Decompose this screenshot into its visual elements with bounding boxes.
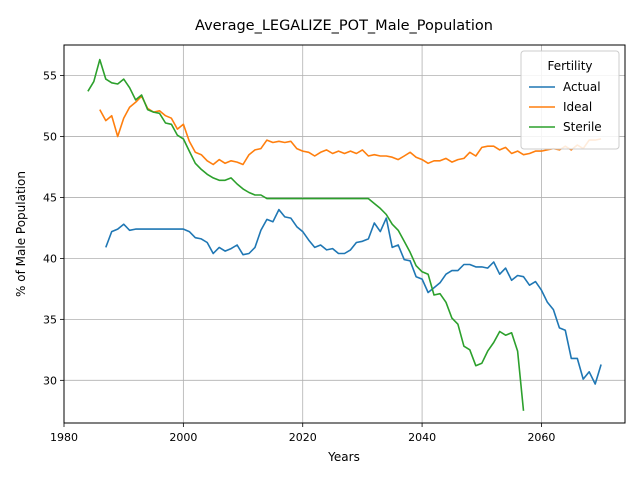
x-tick-label: 2020 (289, 431, 317, 444)
series-line-sterile (87, 58, 525, 411)
x-tick-label: 2060 (527, 431, 555, 444)
y-tick-label: 50 (43, 130, 57, 143)
series-line-ideal (99, 95, 602, 166)
series-line-actual (105, 208, 602, 385)
legend: Fertility Actual Ideal Sterile (520, 50, 620, 150)
legend-label-ideal: Ideal (563, 100, 592, 114)
plot-frame (63, 44, 626, 424)
x-tick-label: 2040 (408, 431, 436, 444)
legend-label-actual: Actual (563, 80, 601, 94)
y-axis-label: % of Male Population (14, 171, 28, 297)
y-tick-label: 40 (43, 252, 57, 265)
y-tick-label: 35 (43, 313, 57, 326)
y-tick-label: 30 (43, 374, 57, 387)
legend-title: Fertility (547, 59, 592, 73)
chart-title: Average_LEGALIZE_POT_Male_Population (195, 18, 493, 34)
legend-box (520, 50, 620, 150)
y-tick-label: 55 (43, 69, 57, 82)
legend-label-sterile: Sterile (563, 120, 602, 134)
x-axis-label: Years (327, 450, 360, 464)
x-tick-label: 2000 (169, 431, 197, 444)
axis-ticks: 1980 2000 2020 2040 2060 30 35 40 45 50 55 (43, 69, 555, 444)
x-tick-label: 1980 (50, 431, 78, 444)
series-layer (87, 58, 602, 411)
y-tick-label: 45 (43, 191, 57, 204)
